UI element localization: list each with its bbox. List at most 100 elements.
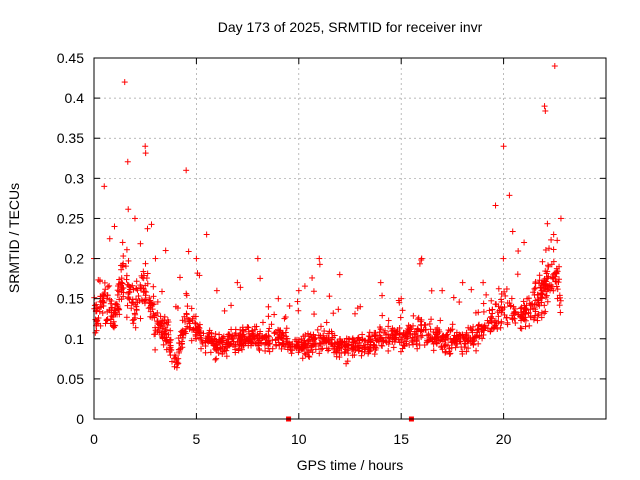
data-point (259, 319, 266, 326)
data-point (126, 288, 133, 295)
data-point (284, 338, 291, 345)
data-point (542, 268, 549, 275)
data-point (556, 302, 563, 309)
data-point (104, 283, 111, 290)
data-point (379, 312, 386, 319)
data-points (91, 63, 564, 371)
data-point (93, 327, 100, 334)
data-point (171, 355, 178, 362)
data-point (219, 348, 226, 355)
data-point (336, 336, 343, 343)
data-point (439, 346, 446, 353)
data-point (314, 326, 321, 333)
data-point (356, 345, 363, 352)
data-point (123, 276, 130, 283)
data-point (173, 364, 180, 371)
data-point (104, 316, 111, 323)
data-point (242, 339, 249, 346)
data-point (174, 361, 181, 368)
data-point (422, 326, 429, 333)
data-point (171, 352, 178, 359)
data-point (142, 260, 149, 267)
data-point (196, 325, 203, 332)
data-point (101, 279, 108, 286)
data-point (150, 293, 157, 300)
data-point (106, 235, 113, 242)
data-point (413, 337, 420, 344)
data-point (251, 335, 258, 342)
data-point (273, 342, 280, 349)
data-point (114, 301, 121, 308)
data-point (336, 271, 343, 278)
plot-frame (93, 57, 607, 420)
data-point (380, 337, 387, 344)
data-point (542, 281, 549, 288)
data-point (521, 316, 528, 323)
data-point (183, 292, 190, 299)
data-point (523, 302, 530, 309)
data-point (158, 288, 165, 295)
data-point (305, 353, 312, 360)
data-point (414, 345, 421, 352)
x-tick-label: 5 (193, 431, 201, 447)
data-point (120, 253, 127, 260)
data-point (528, 301, 535, 308)
data-point (158, 320, 165, 327)
grid (94, 58, 606, 419)
data-point (183, 167, 190, 174)
data-point (228, 302, 235, 309)
data-point (518, 304, 525, 311)
data-point (357, 342, 364, 349)
data-point (462, 335, 469, 342)
data-point (150, 283, 157, 290)
data-point (351, 345, 358, 352)
data-point (367, 338, 374, 345)
data-point (301, 350, 308, 357)
data-point (295, 307, 302, 314)
data-point (503, 314, 510, 321)
data-point (177, 274, 184, 281)
data-point (261, 341, 268, 348)
data-point (265, 345, 272, 352)
data-point (538, 314, 545, 321)
data-point (196, 272, 203, 279)
data-point (175, 360, 182, 367)
data-point (128, 305, 135, 312)
data-point (470, 323, 477, 330)
data-point (424, 332, 431, 339)
data-point (434, 328, 441, 335)
data-point (100, 299, 107, 306)
data-point (522, 323, 529, 330)
data-point (211, 345, 218, 352)
data-point (203, 231, 210, 238)
data-point (230, 342, 237, 349)
data-point (302, 340, 309, 347)
data-point (469, 329, 476, 336)
data-point (335, 306, 342, 313)
data-point (441, 343, 448, 350)
data-point (237, 336, 244, 343)
data-point (410, 322, 417, 329)
data-point (108, 298, 115, 305)
data-point (147, 308, 154, 315)
data-point (365, 333, 372, 340)
data-point (452, 344, 459, 351)
data-point (182, 325, 189, 332)
y-tick-label: 0.35 (57, 130, 84, 146)
data-point (428, 316, 435, 323)
data-point (104, 317, 111, 324)
y-tick-label: 0.1 (65, 331, 85, 347)
data-point (163, 334, 170, 341)
data-point (309, 274, 316, 281)
data-point (557, 309, 564, 316)
data-point (159, 335, 166, 342)
data-point (184, 303, 191, 310)
data-point (281, 315, 288, 322)
data-point (451, 332, 458, 339)
data-point (253, 323, 260, 330)
data-point (362, 337, 369, 344)
y-tick-label: 0.4 (65, 90, 85, 106)
data-point (295, 349, 302, 356)
data-point (198, 337, 205, 344)
data-point (476, 332, 483, 339)
